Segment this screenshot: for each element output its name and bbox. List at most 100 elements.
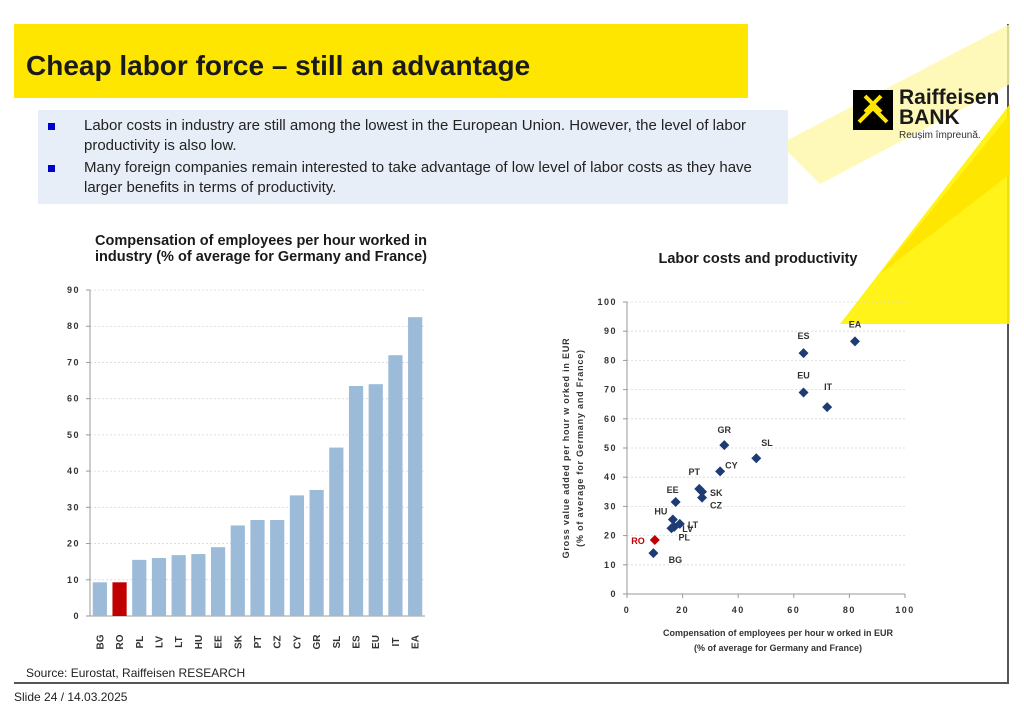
logo-tagline: Reușim împreună.: [899, 130, 981, 141]
scatter-y-tick-label: 0: [610, 589, 617, 599]
scatter-point-hu: [667, 514, 678, 525]
bar-category-label: BG: [95, 634, 106, 649]
bar-es: [348, 385, 364, 616]
bullet-square-icon: [48, 165, 55, 172]
scatter-x-tick-label: 80: [843, 605, 856, 615]
scatter-point-cy: [715, 466, 726, 477]
bar-category-label: EE: [214, 635, 225, 649]
logo-background: [780, 24, 1010, 324]
bar-category-label: CY: [292, 635, 303, 649]
bar-category-label: EA: [411, 635, 422, 649]
bar-y-tick-label: 40: [67, 466, 80, 476]
scatter-x-axis-label: Compensation of employees per hour w ork…: [663, 628, 894, 638]
bar-gr: [309, 489, 324, 616]
scatter-x-tick-label: 0: [624, 605, 631, 615]
bar-ee: [210, 547, 226, 616]
bar-it: [388, 355, 403, 616]
bar-eu: [368, 384, 383, 616]
bullet-text-2: Many foreign companies remain interested…: [84, 159, 752, 196]
bar-chart: 0 10 20 30 40 50 60 70 80 90 BG RO PL LV LT HU EE SK PT CZ C…: [67, 285, 425, 650]
bar-ro: [112, 582, 127, 616]
scatter-y-tick-label: 90: [604, 326, 617, 336]
bar-y-tick-label: 10: [67, 575, 80, 585]
bar-category-label: GR: [312, 634, 323, 650]
bar-y-tick-label: 70: [67, 357, 80, 367]
bar-cz: [270, 520, 285, 616]
scatter-y-tick-label: 20: [604, 531, 617, 541]
scatter-point-label: CY: [725, 460, 738, 470]
scatter-x-tick-label: 100: [895, 605, 915, 615]
bar-y-tick-label: 90: [67, 285, 80, 295]
bar-category-label: CZ: [273, 635, 284, 648]
logo-word-2: BANK: [899, 106, 960, 129]
scatter-point-ro: [649, 534, 660, 545]
scatter-point-sl: [751, 453, 762, 464]
logo-word-1: Raiffeisen: [899, 86, 1000, 109]
bar-y-tick-label: 80: [67, 321, 80, 331]
logo-wordmark: Raiffeisen BANK: [899, 86, 1000, 129]
scatter-y-tick-label: 30: [604, 501, 617, 511]
bar-y-tick-label: 50: [67, 430, 80, 440]
bar-category-label: HU: [194, 635, 205, 649]
scatter-x-tick-label: 60: [787, 605, 800, 615]
scatter-chart-title: Labor costs and productivity: [658, 251, 858, 267]
scatter-point-label: GR: [718, 425, 732, 435]
scatter-point-bg: [648, 548, 659, 559]
scatter-point-label: LT: [688, 520, 699, 530]
scatter-point-label: PT: [689, 467, 701, 477]
bullet-text-1: Labor costs in industry are still among …: [84, 117, 747, 154]
bar-hu: [191, 554, 206, 616]
bar-cy: [289, 495, 305, 616]
bar-pt: [250, 520, 265, 616]
bar-category-label: LT: [174, 636, 185, 647]
scatter-y-tick-label: 40: [604, 472, 617, 482]
bar-category-label: RO: [115, 634, 126, 649]
scatter-y-tick-label: 50: [604, 443, 617, 453]
bullet-item: Many foreign companies remain interested…: [48, 158, 778, 198]
scatter-y-axis-label: (% of average for Germany and France): [575, 349, 585, 547]
scatter-y-tick-label: 60: [604, 414, 617, 424]
scatter-point-gr: [719, 440, 730, 451]
bar-category-label: LV: [154, 636, 165, 648]
bar-y-tick-label: 0: [73, 611, 80, 621]
bar-bg: [92, 582, 107, 616]
scatter-x-axis-label: (% of average for Germany and France): [694, 643, 862, 653]
scatter-y-tick-label: 100: [597, 297, 617, 307]
bar-category-label: PL: [135, 636, 146, 649]
bar-y-tick-label: 60: [67, 394, 80, 404]
bullet-square-icon: [48, 123, 55, 130]
bar-pl: [132, 559, 147, 616]
scatter-point-label: CZ: [710, 501, 722, 511]
scatter-point-label: PL: [678, 532, 690, 542]
scatter-point-label: EE: [667, 485, 679, 495]
bullet-item: Labor costs in industry are still among …: [48, 116, 778, 156]
scatter-point-label: LV: [682, 524, 693, 534]
scatter-y-tick-label: 70: [604, 385, 617, 395]
scatter-point-label: IT: [824, 382, 833, 392]
scatter-point-label: EA: [849, 319, 862, 329]
bar-sl: [329, 447, 344, 616]
source-note: Source: Eurostat, Raiffeisen RESEARCH: [26, 666, 246, 680]
scatter-point-ee: [670, 497, 681, 508]
bar-lt: [171, 555, 186, 616]
bar-category-label: ES: [352, 635, 363, 649]
bullet-box: Labor costs in industry are still among …: [38, 110, 788, 204]
bar-y-tick-label: 30: [67, 502, 80, 512]
scatter-point-lt: [674, 518, 685, 529]
bar-lv: [151, 558, 167, 616]
bar-category-label: EU: [371, 635, 382, 649]
raiffeisen-logo-icon: [853, 90, 893, 130]
bar-y-tick-label: 20: [67, 539, 80, 549]
scatter-x-tick-label: 40: [732, 605, 745, 615]
scatter-point-label: BG: [669, 555, 683, 565]
title-bar: [14, 24, 748, 98]
bar-ea: [408, 317, 423, 616]
bar-category-label: SK: [233, 634, 244, 649]
scatter-point-lv: [669, 521, 680, 532]
scatter-chart: 0 10 20 30 40 50 60 70 80 90 100 0 20 40 60 80 100 Compen…: [561, 297, 915, 653]
scatter-point-label: RO: [631, 536, 645, 546]
bar-category-label: IT: [391, 638, 402, 647]
scatter-point-pt: [694, 483, 705, 494]
bar-category-label: SL: [332, 636, 343, 649]
slide-number: Slide 24 / 14.03.2025: [14, 690, 128, 704]
